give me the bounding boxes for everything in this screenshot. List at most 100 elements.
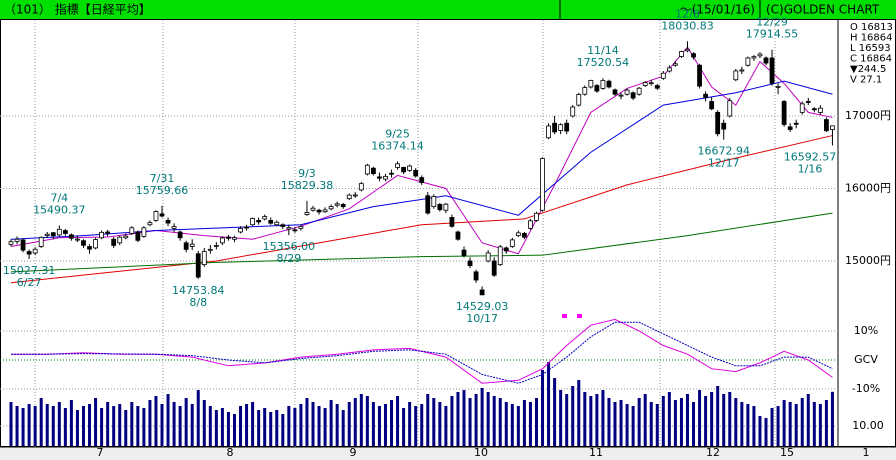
volume-bar: [468, 398, 472, 446]
volume-bar: [383, 404, 387, 446]
volume-bar: [341, 410, 345, 446]
volume-bar: [559, 390, 563, 446]
candle-body: [87, 246, 92, 250]
info-line: H 16864: [850, 33, 893, 44]
candle-body: [20, 239, 26, 251]
volume-bar: [522, 400, 526, 446]
x-tick-label: 9: [350, 446, 357, 459]
volume-bar: [305, 398, 309, 446]
osc-tick-label: GCV: [854, 353, 878, 366]
volume-bar: [51, 406, 55, 446]
candle-body: [219, 237, 225, 244]
candle-body: [50, 232, 56, 237]
annotation-date: 1/16: [798, 163, 823, 176]
volume-bar: [94, 398, 98, 446]
volume-bar: [692, 402, 696, 446]
volume-bar: [377, 406, 381, 446]
y-tick-label: 16000円: [845, 181, 891, 194]
x-axis-band: [0, 447, 896, 460]
info-line: C 16864: [850, 54, 892, 65]
candle-body: [401, 167, 407, 173]
candle-body: [552, 122, 557, 133]
volume-bar: [752, 406, 756, 446]
candle-body: [691, 53, 696, 58]
candle-body: [177, 231, 183, 239]
annotation-value: 15759.66: [136, 184, 189, 197]
candle-body: [461, 249, 467, 257]
candle-body: [189, 243, 195, 247]
candle-body: [8, 241, 14, 245]
volume-bar: [649, 402, 653, 446]
volume-bar: [281, 414, 285, 446]
candle-body: [697, 64, 702, 87]
candle-body: [280, 224, 286, 227]
volume-bar: [21, 408, 25, 446]
volume-bar: [426, 394, 430, 446]
osc-line: [11, 321, 833, 384]
volume-tick-label: 10.00: [852, 419, 884, 432]
annotation-value: 15490.37: [33, 203, 86, 216]
candle-body: [431, 196, 437, 208]
candle-body: [515, 232, 521, 237]
volume-bar: [746, 404, 750, 446]
candle-body: [286, 227, 292, 230]
volume-bar: [329, 400, 333, 446]
candle-body: [328, 206, 334, 210]
header-date: ～(15/01/16): [680, 3, 755, 17]
candle-body: [226, 236, 231, 239]
candle-body: [334, 203, 340, 206]
candle-body: [467, 260, 473, 267]
volume-bar: [704, 396, 708, 446]
candle-body: [26, 251, 32, 255]
candle-body: [62, 230, 68, 234]
annotation-date: 10/17: [466, 312, 498, 325]
candle-body: [739, 69, 745, 72]
header-title: （101） 指標【日経平均】: [4, 2, 151, 17]
info-line: ▼244.5: [850, 64, 886, 75]
volume-bar: [232, 414, 236, 446]
volume-bar: [287, 406, 291, 446]
info-line: V 27.1: [850, 75, 882, 86]
candle-body: [485, 252, 491, 262]
candle-body: [763, 57, 769, 64]
volume-bar: [782, 400, 786, 446]
volume-bar: [498, 398, 502, 446]
candle-body: [522, 233, 527, 238]
annotation-value: 15027.31: [3, 264, 56, 277]
candle-body: [775, 86, 781, 88]
candle-body: [721, 122, 727, 130]
volume-bar: [63, 408, 67, 446]
x-tick-label: 7: [97, 446, 104, 459]
annotation-value: 16374.14: [371, 139, 424, 152]
candle-body: [322, 209, 328, 213]
candle-body: [606, 80, 612, 88]
annotation-value: 15829.38: [281, 179, 334, 192]
candle-body: [600, 80, 606, 89]
volume-bar: [353, 398, 357, 446]
x-tick-label: 12: [706, 446, 720, 459]
candle-body: [685, 48, 690, 52]
candle-body: [389, 172, 394, 175]
volume-bar: [220, 408, 224, 446]
volume-bar: [317, 406, 321, 446]
volume-bar: [39, 398, 43, 446]
candle-body: [654, 85, 660, 89]
candle-body: [642, 82, 648, 86]
signal-marker: [562, 314, 567, 318]
annotation-date: 11/14: [587, 44, 619, 57]
candle-body: [757, 53, 763, 57]
candle-body: [781, 101, 787, 125]
candle-body: [413, 169, 419, 177]
volume-bar: [226, 412, 230, 446]
volume-bar: [88, 404, 92, 446]
candle-body: [503, 247, 509, 252]
candle-body: [232, 237, 237, 240]
candle-body: [183, 242, 189, 250]
candle-body: [377, 176, 382, 179]
x-tick-label: 11: [589, 446, 603, 459]
volume-bar: [824, 400, 828, 446]
candle-body: [715, 111, 721, 135]
candle-body: [570, 106, 576, 117]
candle-body: [624, 89, 630, 95]
volume-bar: [710, 392, 714, 446]
